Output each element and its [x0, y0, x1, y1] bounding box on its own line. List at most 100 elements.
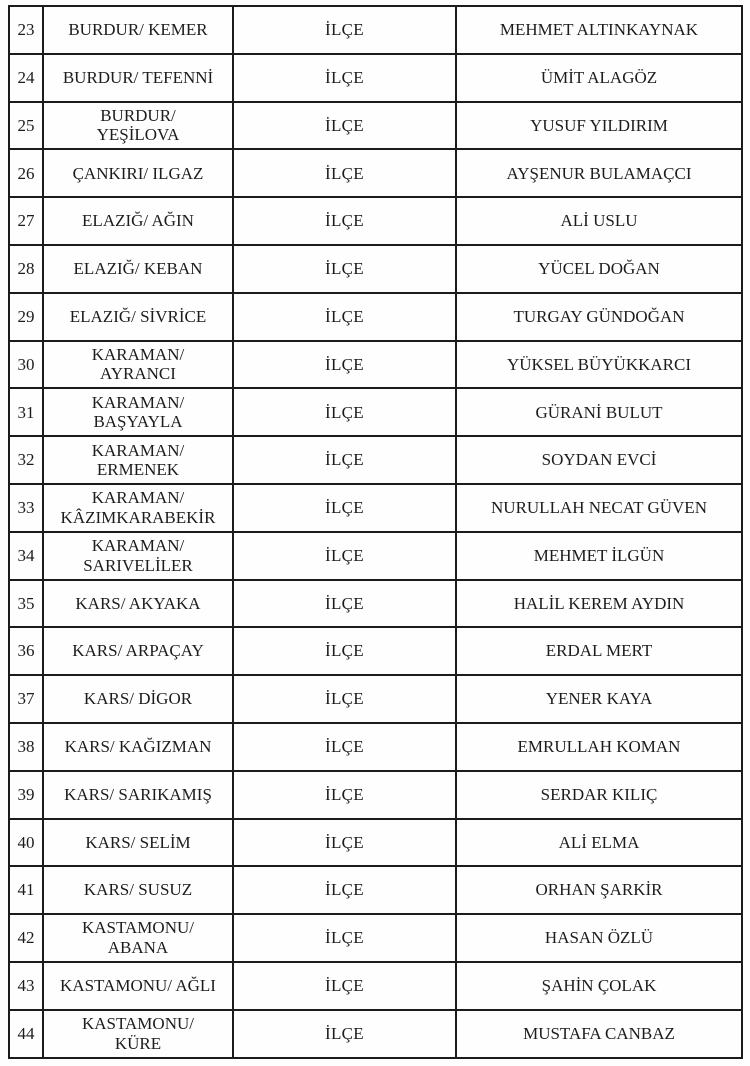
row-number-cell: 26 [8, 148, 44, 199]
row-number-cell: 27 [8, 196, 44, 246]
district-cell: BURDUR/ YEŞİLOVA [42, 100, 234, 151]
name-cell: ORHAN ŞARKİR [455, 865, 743, 916]
table-row: 31 KARAMAN/ BAŞYAYLA İLÇE GÜRANİ BULUT [8, 387, 743, 438]
district-cell: KARS/ SELİM [42, 817, 234, 868]
row-number-cell: 44 [8, 1008, 44, 1059]
table-row: 36 KARS/ ARPAÇAY İLÇE ERDAL MERT [8, 626, 743, 677]
district-cell: KARS/ ARPAÇAY [42, 626, 234, 677]
name-cell: TURGAY GÜNDOĞAN [455, 291, 743, 342]
name-cell: ALİ USLU [455, 196, 743, 246]
row-number-cell: 43 [8, 960, 44, 1011]
district-cell: KARAMAN/ SARIVELİLER [42, 530, 234, 581]
district-cell: ELAZIĞ/ SİVRİCE [42, 291, 234, 342]
name-cell: YÜCEL DOĞAN [455, 243, 743, 294]
row-number-cell: 31 [8, 387, 44, 438]
row-number-cell: 40 [8, 817, 44, 868]
row-number-cell: 35 [8, 578, 44, 629]
type-cell: İLÇE [232, 196, 457, 246]
row-number-cell: 33 [8, 482, 44, 533]
name-cell: NURULLAH NECAT GÜVEN [455, 482, 743, 533]
table-row: 24 BURDUR/ TEFENNİ İLÇE ÜMİT ALAGÖZ [8, 52, 743, 103]
district-cell: ÇANKIRI/ ILGAZ [42, 148, 234, 199]
type-cell: İLÇE [232, 339, 457, 390]
table-row: 30 KARAMAN/ AYRANCI İLÇE YÜKSEL BÜYÜKKAR… [8, 339, 743, 390]
table-row: 35 KARS/ AKYAKA İLÇE HALİL KEREM AYDIN [8, 578, 743, 629]
name-cell: SERDAR KILIÇ [455, 769, 743, 820]
table-row: 40 KARS/ SELİM İLÇE ALİ ELMA [8, 817, 743, 868]
row-number-cell: 32 [8, 435, 44, 485]
row-number-cell: 28 [8, 243, 44, 294]
name-cell: MEHMET İLGÜN [455, 530, 743, 581]
type-cell: İLÇE [232, 482, 457, 533]
name-cell: ÜMİT ALAGÖZ [455, 52, 743, 103]
type-cell: İLÇE [232, 674, 457, 724]
name-cell: ERDAL MERT [455, 626, 743, 677]
name-cell: YENER KAYA [455, 674, 743, 724]
row-number-cell: 37 [8, 674, 44, 724]
type-cell: İLÇE [232, 52, 457, 103]
district-cell: KARAMAN/ ERMENEK [42, 435, 234, 485]
table-row: 23 BURDUR/ KEMER İLÇE MEHMET ALTINKAYNAK [8, 5, 743, 55]
row-number-cell: 38 [8, 721, 44, 772]
name-cell: HALİL KEREM AYDIN [455, 578, 743, 629]
district-cell: ELAZIĞ/ AĞIN [42, 196, 234, 246]
district-cell: ELAZIĞ/ KEBAN [42, 243, 234, 294]
type-cell: İLÇE [232, 1008, 457, 1059]
name-cell: YUSUF YILDIRIM [455, 100, 743, 151]
type-cell: İLÇE [232, 913, 457, 963]
type-cell: İLÇE [232, 148, 457, 199]
row-number-cell: 36 [8, 626, 44, 677]
row-number-cell: 25 [8, 100, 44, 151]
district-cell: KASTAMONU/ KÜRE [42, 1008, 234, 1059]
table-row: 41 KARS/ SUSUZ İLÇE ORHAN ŞARKİR [8, 865, 743, 916]
table-row: 42 KASTAMONU/ ABANA İLÇE HASAN ÖZLÜ [8, 913, 743, 963]
district-cell: KARAMAN/ AYRANCI [42, 339, 234, 390]
table-body: 23 BURDUR/ KEMER İLÇE MEHMET ALTINKAYNAK… [8, 5, 743, 1059]
district-cell: BURDUR/ KEMER [42, 5, 234, 55]
type-cell: İLÇE [232, 5, 457, 55]
type-cell: İLÇE [232, 100, 457, 151]
officials-table: 23 BURDUR/ KEMER İLÇE MEHMET ALTINKAYNAK… [8, 5, 743, 1059]
table-row: 39 KARS/ SARIKAMIŞ İLÇE SERDAR KILIÇ [8, 769, 743, 820]
type-cell: İLÇE [232, 578, 457, 629]
type-cell: İLÇE [232, 626, 457, 677]
name-cell: GÜRANİ BULUT [455, 387, 743, 438]
row-number-cell: 42 [8, 913, 44, 963]
row-number-cell: 24 [8, 52, 44, 103]
name-cell: YÜKSEL BÜYÜKKARCI [455, 339, 743, 390]
name-cell: ALİ ELMA [455, 817, 743, 868]
table-row: 33 KARAMAN/ KÂZIMKARABEKİR İLÇE NURULLAH… [8, 482, 743, 533]
district-cell: KASTAMONU/ AĞLI [42, 960, 234, 1011]
district-cell: KARS/ AKYAKA [42, 578, 234, 629]
table-row: 37 KARS/ DİGOR İLÇE YENER KAYA [8, 674, 743, 724]
row-number-cell: 41 [8, 865, 44, 916]
name-cell: MUSTAFA CANBAZ [455, 1008, 743, 1059]
district-cell: KARS/ KAĞIZMAN [42, 721, 234, 772]
type-cell: İLÇE [232, 817, 457, 868]
name-cell: AYŞENUR BULAMAÇCI [455, 148, 743, 199]
table-row: 34 KARAMAN/ SARIVELİLER İLÇE MEHMET İLGÜ… [8, 530, 743, 581]
name-cell: SOYDAN EVCİ [455, 435, 743, 485]
type-cell: İLÇE [232, 769, 457, 820]
district-cell: KARAMAN/ KÂZIMKARABEKİR [42, 482, 234, 533]
type-cell: İLÇE [232, 291, 457, 342]
row-number-cell: 29 [8, 291, 44, 342]
type-cell: İLÇE [232, 387, 457, 438]
name-cell: HASAN ÖZLÜ [455, 913, 743, 963]
table-row: 32 KARAMAN/ ERMENEK İLÇE SOYDAN EVCİ [8, 435, 743, 485]
type-cell: İLÇE [232, 530, 457, 581]
table-row: 43 KASTAMONU/ AĞLI İLÇE ŞAHİN ÇOLAK [8, 960, 743, 1011]
type-cell: İLÇE [232, 865, 457, 916]
district-cell: KARS/ SARIKAMIŞ [42, 769, 234, 820]
name-cell: EMRULLAH KOMAN [455, 721, 743, 772]
district-cell: KARS/ DİGOR [42, 674, 234, 724]
table-row: 28 ELAZIĞ/ KEBAN İLÇE YÜCEL DOĞAN [8, 243, 743, 294]
row-number-cell: 23 [8, 5, 44, 55]
type-cell: İLÇE [232, 435, 457, 485]
row-number-cell: 39 [8, 769, 44, 820]
table-row: 29 ELAZIĞ/ SİVRİCE İLÇE TURGAY GÜNDOĞAN [8, 291, 743, 342]
district-cell: KARS/ SUSUZ [42, 865, 234, 916]
type-cell: İLÇE [232, 243, 457, 294]
name-cell: ŞAHİN ÇOLAK [455, 960, 743, 1011]
